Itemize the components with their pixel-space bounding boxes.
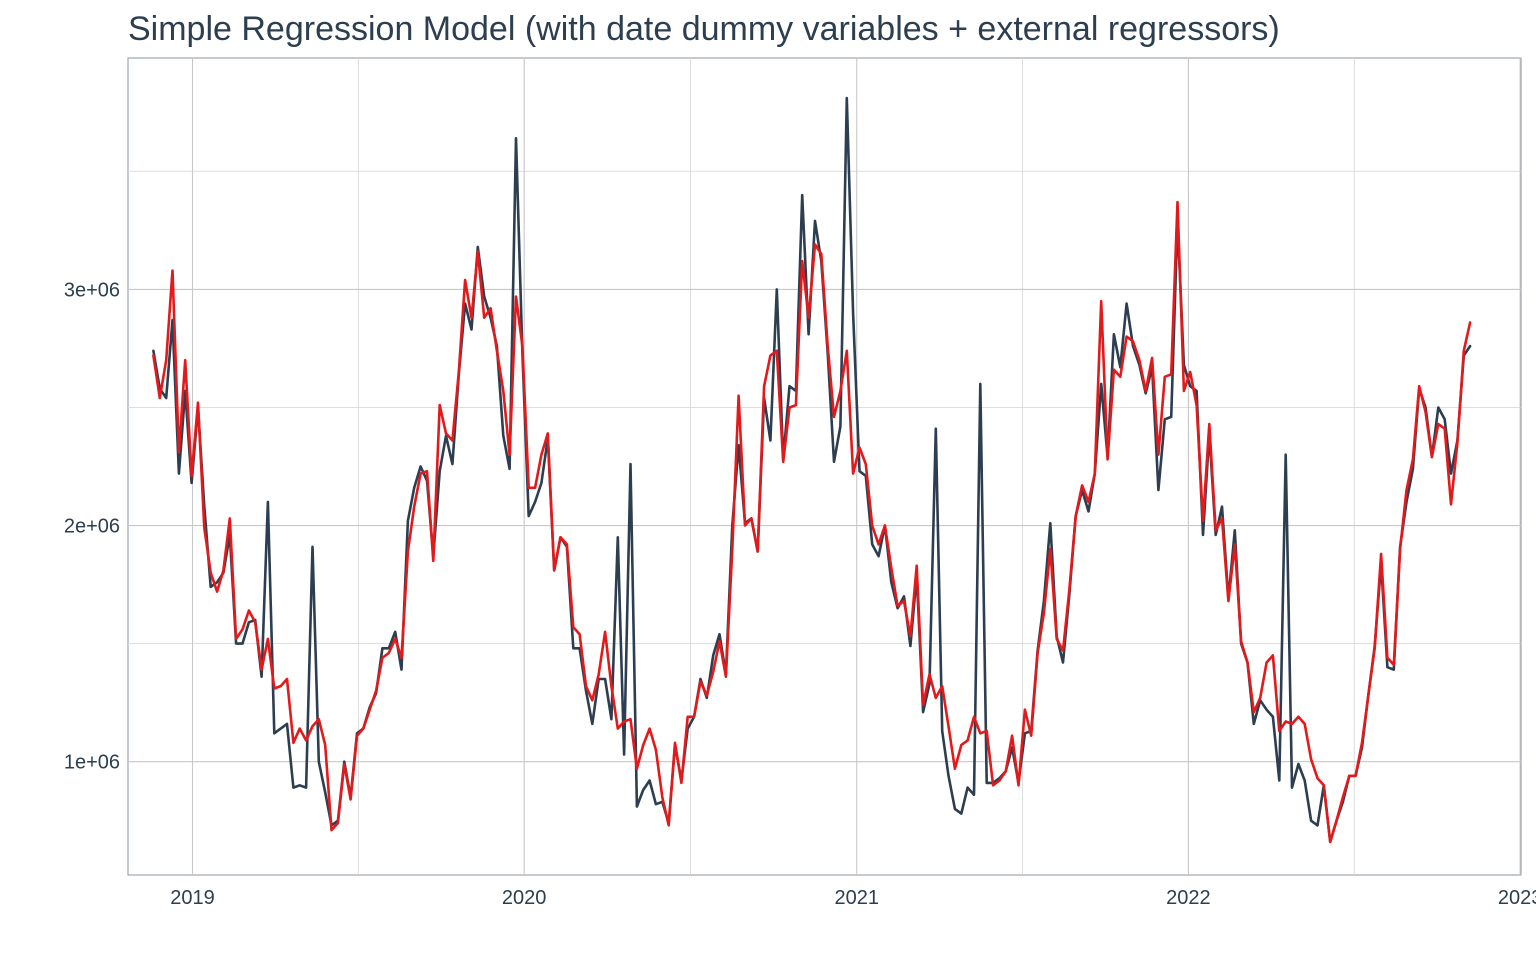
x-tick-label: 2023 — [1498, 887, 1536, 909]
x-axis-ticks: 2019 2020 2021 2022 2023 — [170, 887, 1536, 909]
series-line-fitted — [152, 200, 1472, 844]
x-tick-label: 2020 — [502, 887, 547, 909]
plot-panel — [127, 57, 1522, 876]
x-tick-label: 2019 — [170, 887, 215, 909]
y-tick-label: 1e+06 — [64, 752, 120, 774]
chart-title: Simple Regression Model (with date dummy… — [128, 10, 1280, 48]
series-layer — [152, 96, 1472, 844]
y-tick-label: 3e+06 — [64, 279, 120, 301]
x-tick-label: 2021 — [835, 887, 880, 909]
x-tick-label: 2022 — [1166, 887, 1211, 909]
y-tick-label: 2e+06 — [64, 516, 120, 538]
y-axis-ticks: 1e+06 2e+06 3e+06 — [64, 279, 120, 773]
